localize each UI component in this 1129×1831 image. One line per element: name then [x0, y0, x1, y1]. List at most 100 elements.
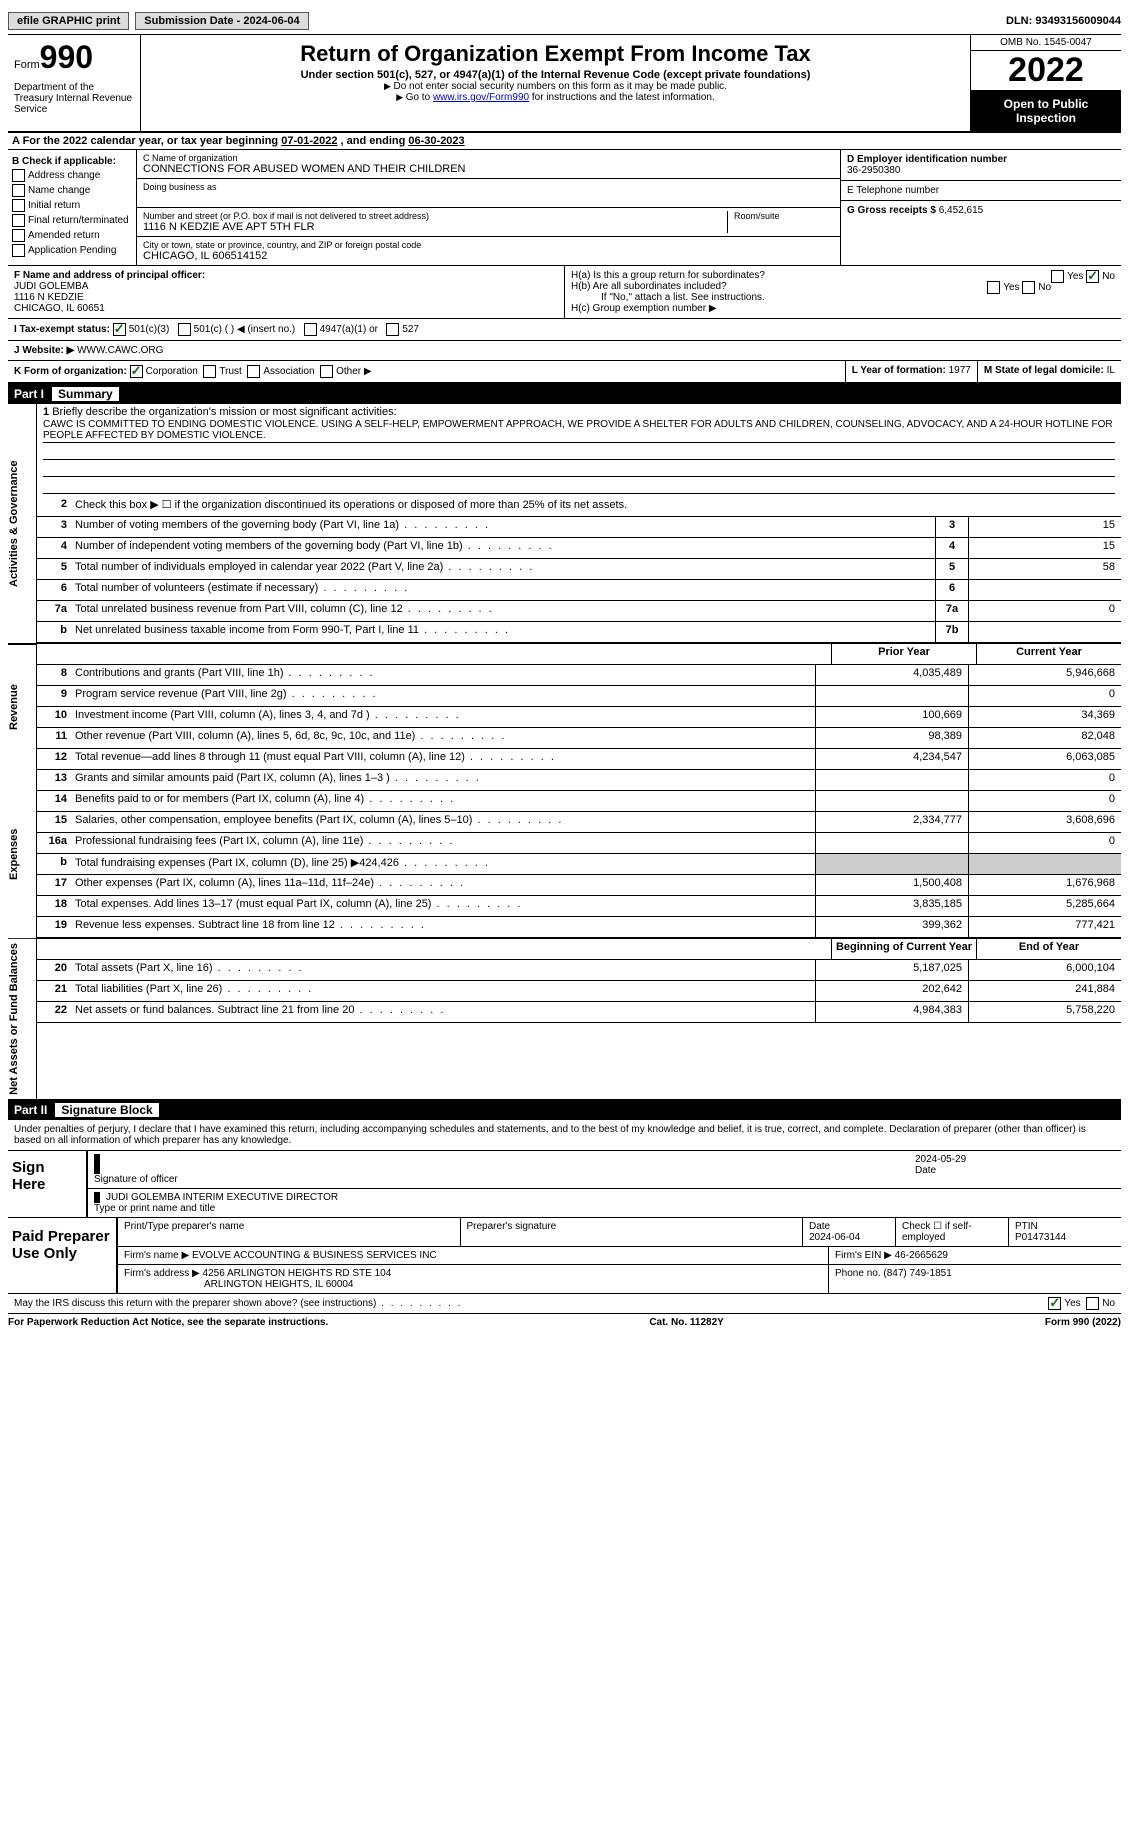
b-item-final: Final return/terminated: [28, 215, 129, 226]
g-label: G Gross receipts $: [847, 205, 939, 216]
i-501c3-checkbox[interactable]: [113, 323, 126, 336]
firm-ein: 46-2665629: [895, 1250, 948, 1261]
vlabel-expenses: Expenses: [8, 770, 37, 938]
line-16a: 16a Professional fundraising fees (Part …: [37, 833, 1121, 854]
firm-addr-label: Firm's address ▶: [124, 1268, 203, 1279]
k-corp-checkbox[interactable]: [130, 365, 143, 378]
pra-notice: For Paperwork Reduction Act Notice, see …: [8, 1317, 328, 1328]
discuss-no-checkbox[interactable]: [1086, 1297, 1099, 1310]
vlabel-revenue: Revenue: [8, 644, 37, 770]
efile-button[interactable]: efile GRAPHIC print: [8, 12, 129, 30]
i-527-checkbox[interactable]: [386, 323, 399, 336]
form-number-cell: Form990 Department of the Treasury Inter…: [8, 35, 141, 131]
i-527: 527: [402, 324, 419, 335]
k-trust-checkbox[interactable]: [203, 365, 216, 378]
irs-link[interactable]: www.irs.gov/Form990: [433, 92, 529, 103]
ha-yes-checkbox[interactable]: [1051, 270, 1064, 283]
i-4947-checkbox[interactable]: [304, 323, 317, 336]
submission-label: Submission Date -: [144, 15, 243, 27]
c-dba-label: Doing business as: [143, 182, 834, 192]
k-other: Other ▶: [336, 366, 371, 377]
b-application-pending[interactable]: Application Pending: [12, 244, 132, 257]
fh-row: F Name and address of principal officer:…: [8, 266, 1121, 319]
prep-check-label: Check ☐ if self-employed: [896, 1218, 1009, 1246]
b-address-change[interactable]: Address change: [12, 169, 132, 182]
line-4: 4 Number of independent voting members o…: [37, 538, 1121, 559]
line-9: 9 Program service revenue (Part VIII, li…: [37, 686, 1121, 707]
form-header: Form990 Department of the Treasury Inter…: [8, 35, 1121, 133]
omb-number: OMB No. 1545-0047: [971, 35, 1121, 51]
gross-receipts: 6,452,615: [939, 205, 984, 216]
prep-date-label: Date: [809, 1221, 830, 1232]
preparer-row: Paid Preparer Use Only Print/Type prepar…: [8, 1217, 1121, 1294]
firm-name-label: Firm's name ▶: [124, 1250, 192, 1261]
box-k: K Form of organization: Corporation Trus…: [8, 361, 846, 382]
b-initial-return[interactable]: Initial return: [12, 199, 132, 212]
line-2: 2 Check this box ▶ ☐ if the organization…: [37, 496, 1121, 517]
street-address: 1116 N KEDZIE AVE APT 5TH FLR: [143, 221, 727, 233]
dln-label: DLN:: [1006, 15, 1035, 27]
l-label: L Year of formation:: [852, 365, 949, 376]
officer-addr2: CHICAGO, IL 60651: [14, 303, 105, 314]
hb-yes-checkbox[interactable]: [987, 281, 1000, 294]
e-label: E Telephone number: [847, 185, 1115, 196]
note-post: for instructions and the latest informat…: [529, 92, 715, 103]
vlabel-activities: Activities & Governance: [8, 404, 37, 643]
officer-printed-name: JUDI GOLEMBA INTERIM EXECUTIVE DIRECTOR: [94, 1192, 1115, 1203]
form-title: Return of Organization Exempt From Incom…: [145, 41, 966, 67]
title-cell: Return of Organization Exempt From Incom…: [141, 35, 970, 131]
c-city-row: City or town, state or province, country…: [137, 237, 840, 265]
k-corp: Corporation: [146, 366, 198, 377]
a-mid: , and ending: [341, 135, 409, 147]
hb-yes: Yes: [1003, 282, 1019, 293]
a-label: A For the 2022 calendar year, or tax yea…: [12, 135, 281, 147]
i-501c-checkbox[interactable]: [178, 323, 191, 336]
mission-text: CAWC IS COMMITTED TO ENDING DOMESTIC VIO…: [43, 418, 1115, 443]
i-501c: 501(c) ( ) ◀ (insert no.): [194, 324, 296, 335]
line-3: 3 Number of voting members of the govern…: [37, 517, 1121, 538]
c-name-row: C Name of organization CONNECTIONS FOR A…: [137, 150, 840, 179]
top-bar: efile GRAPHIC print Submission Date - 20…: [8, 8, 1121, 35]
discuss-yes-checkbox[interactable]: [1048, 1297, 1061, 1310]
b-name-change[interactable]: Name change: [12, 184, 132, 197]
note-link: Go to www.irs.gov/Form990 for instructio…: [145, 92, 966, 103]
hb-no: No: [1038, 282, 1051, 293]
b-amended-return[interactable]: Amended return: [12, 229, 132, 242]
ha-no-checkbox[interactable]: [1086, 270, 1099, 283]
dln: DLN: 93493156009044: [1006, 15, 1121, 27]
line-6: 6 Total number of volunteers (estimate i…: [37, 580, 1121, 601]
part2-header: Part II Signature Block: [8, 1100, 1121, 1120]
i-4947: 4947(a)(1) or: [320, 324, 378, 335]
prep-r3: Firm's address ▶ 4256 ARLINGTON HEIGHTS …: [118, 1265, 1121, 1293]
tax-year: 2022: [971, 51, 1121, 91]
dln-value: 93493156009044: [1035, 15, 1121, 27]
b-final-return[interactable]: Final return/terminated: [12, 214, 132, 227]
i-label: I Tax-exempt status:: [14, 324, 110, 335]
col-headers: Prior Year Current Year: [37, 644, 1121, 665]
note-ssn: Do not enter social security numbers on …: [145, 81, 966, 92]
k-assoc: Association: [263, 366, 314, 377]
prep-print-label: Print/Type preparer's name: [124, 1221, 454, 1232]
officer-addr1: 1116 N KEDZIE: [14, 292, 84, 303]
sig-date-label: Date: [915, 1165, 1115, 1176]
vlabel-netassets: Net Assets or Fund Balances: [8, 939, 37, 1099]
line-12: 12 Total revenue—add lines 8 through 11 …: [37, 749, 1121, 770]
form-footer: Form 990 (2022): [1045, 1317, 1121, 1328]
omb-cell: OMB No. 1545-0047 2022 Open to Public In…: [970, 35, 1121, 131]
firm-phone: (847) 749-1851: [883, 1268, 951, 1279]
officer-name-line: JUDI GOLEMBA INTERIM EXECUTIVE DIRECTOR …: [88, 1189, 1121, 1217]
preparer-label: Paid Preparer Use Only: [8, 1218, 118, 1293]
hb-no-checkbox[interactable]: [1022, 281, 1035, 294]
k-assoc-checkbox[interactable]: [247, 365, 260, 378]
k-other-checkbox[interactable]: [320, 365, 333, 378]
officer-sig-line: Signature of officer 2024-05-29 Date: [88, 1151, 1121, 1189]
hb-label: H(b) Are all subordinates included?: [571, 281, 727, 292]
prep-sig-label: Preparer's signature: [467, 1221, 797, 1232]
line-18: 18 Total expenses. Add lines 13–17 (must…: [37, 896, 1121, 917]
line-10: 10 Investment income (Part VIII, column …: [37, 707, 1121, 728]
line-7a: 7a Total unrelated business revenue from…: [37, 601, 1121, 622]
h-b: H(b) Are all subordinates included? Yes …: [571, 281, 1115, 292]
k-label: K Form of organization:: [14, 366, 127, 377]
line-1: 1 Briefly describe the organization's mi…: [37, 404, 1121, 496]
org-name: CONNECTIONS FOR ABUSED WOMEN AND THEIR C…: [143, 163, 834, 175]
